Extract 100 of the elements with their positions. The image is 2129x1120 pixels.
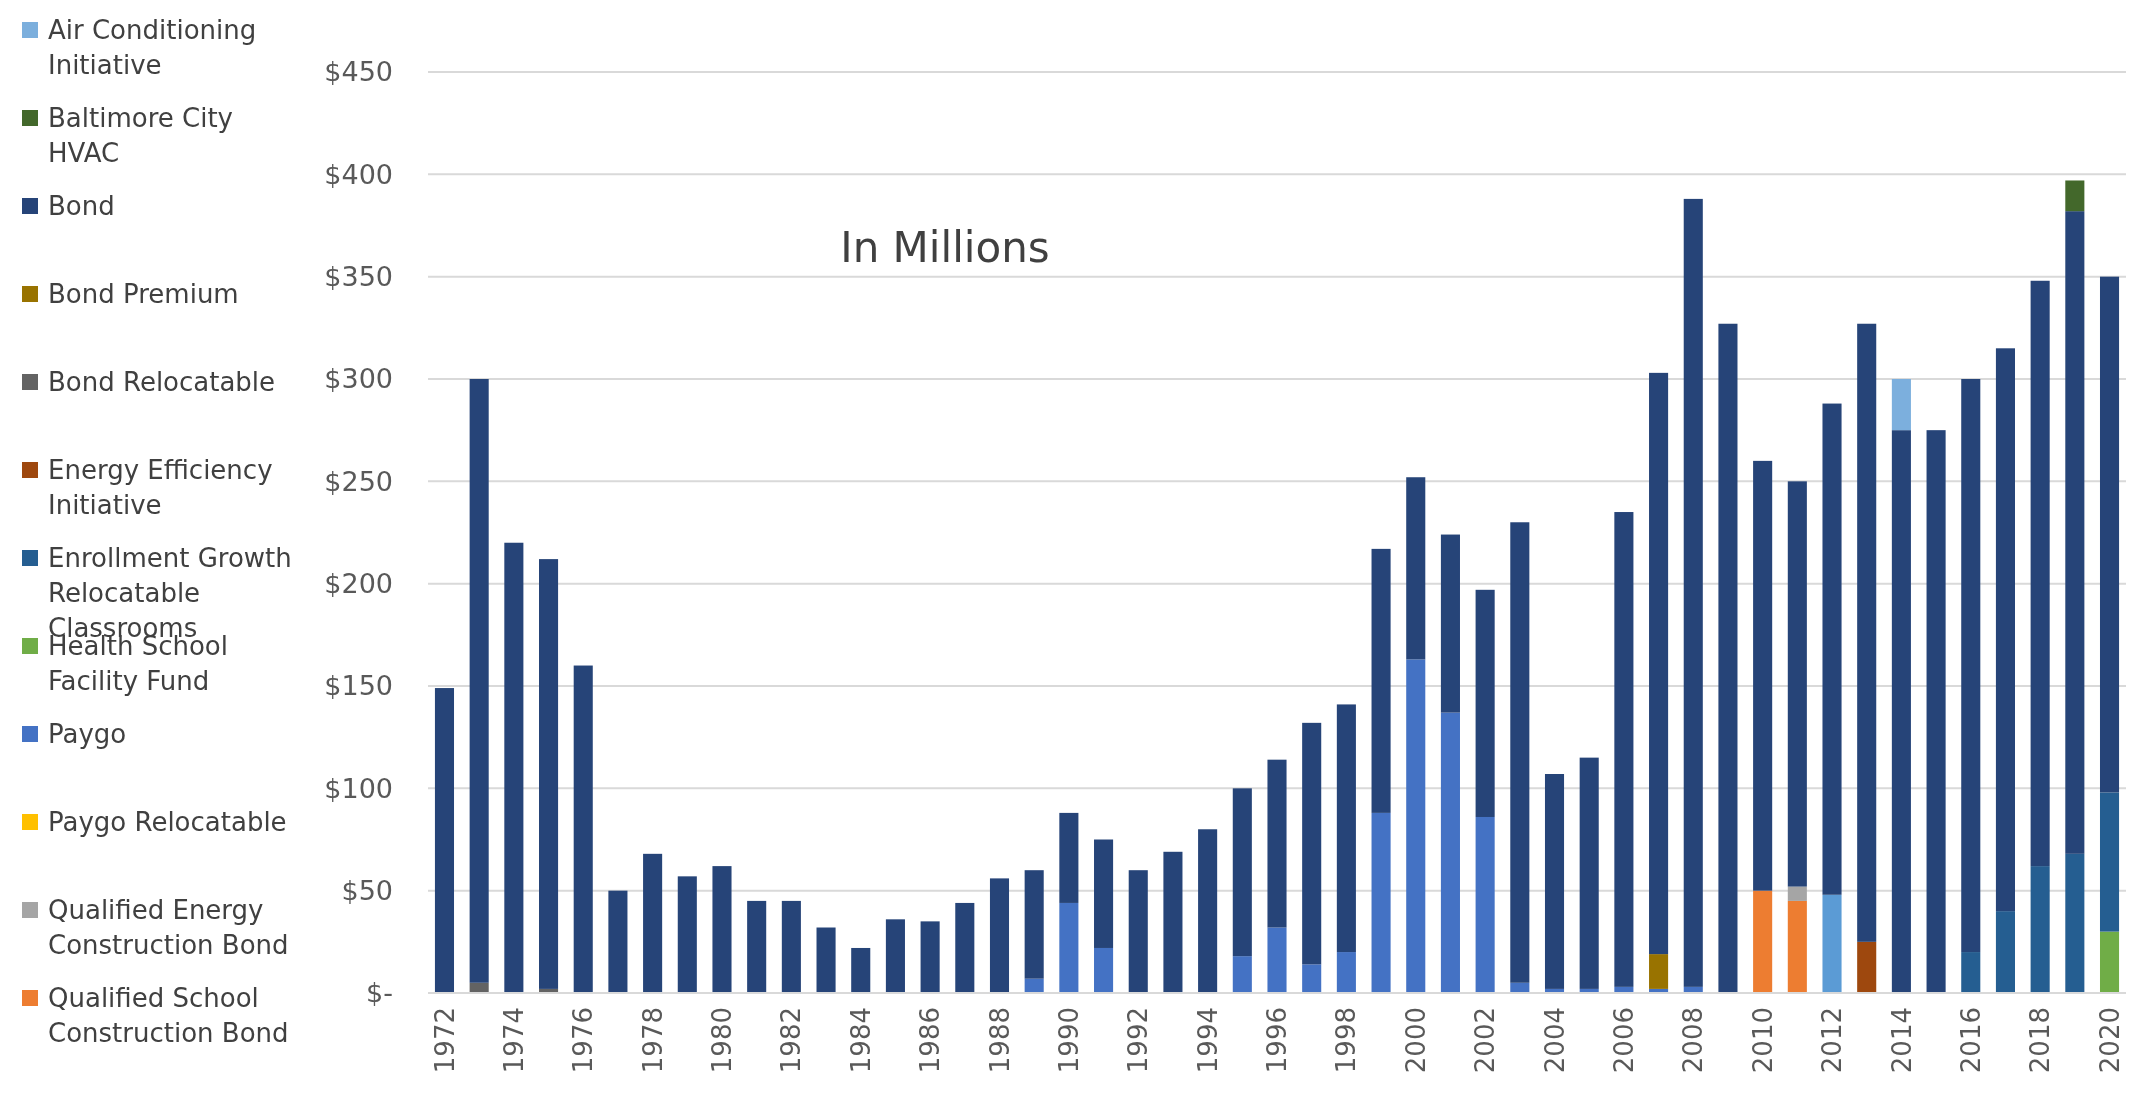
x-tick-label: 2016 [1955, 1007, 1986, 1074]
x-tick-label: 1982 [776, 1007, 807, 1074]
bar [1128, 870, 1148, 993]
bar [1094, 947, 1114, 993]
x-tick-label: 1978 [637, 1007, 668, 1074]
bar [2030, 866, 2050, 993]
bar [2030, 280, 2050, 867]
x-tick-label: 1986 [915, 1007, 946, 1074]
bar [1510, 522, 1530, 983]
bar [1961, 379, 1981, 953]
bar [1753, 460, 1773, 891]
bar [1857, 941, 1877, 993]
y-tick-label: $250 [324, 465, 393, 497]
x-tick-label: 1996 [1262, 1007, 1293, 1074]
legend-label: Air Conditioning Initiative [48, 15, 257, 81]
bar [1094, 839, 1114, 948]
bar [885, 919, 905, 993]
bar [1406, 659, 1426, 993]
x-tick-label: 1988 [984, 1007, 1015, 1074]
x-tick-label: 2004 [1539, 1007, 1570, 1074]
bar [1302, 964, 1322, 993]
y-tick-label: $150 [324, 670, 393, 702]
bar [1267, 759, 1287, 928]
bar [1961, 952, 1981, 993]
bar [781, 900, 801, 993]
bar [1440, 712, 1460, 993]
x-tick-label: 1974 [498, 1007, 529, 1074]
bar [1891, 430, 1911, 993]
bar [747, 900, 767, 993]
bar [1336, 952, 1356, 993]
bar [2065, 211, 2085, 854]
legend-label: Bond Relocatable [48, 367, 276, 398]
legend-label: Bond [48, 191, 115, 222]
bar [434, 688, 455, 993]
annotation: In Millions [840, 222, 1050, 272]
bar [1787, 481, 1807, 887]
bar [504, 542, 524, 993]
legend-label: Paygo [48, 719, 127, 750]
bar [1232, 788, 1252, 957]
bar [851, 947, 871, 993]
bar [1267, 927, 1287, 993]
bar [573, 665, 593, 993]
y-tick-label: $- [366, 977, 393, 1009]
bar [1371, 812, 1391, 993]
bar [1475, 589, 1495, 817]
x-tick-label: 2002 [1470, 1007, 1501, 1074]
bar [1544, 774, 1565, 989]
x-tick-label: 1994 [1192, 1007, 1223, 1074]
bar [1891, 379, 1911, 431]
bar [1440, 534, 1460, 713]
x-tick-label: 1972 [429, 1007, 460, 1074]
bar [1926, 430, 1946, 993]
bar [1787, 886, 1807, 901]
bar [1614, 512, 1634, 987]
y-tick-label: $300 [324, 363, 393, 395]
y-tick-label: $350 [324, 261, 393, 293]
bar [1995, 348, 2015, 912]
bar [1406, 477, 1426, 660]
y-tick-label: $200 [324, 568, 393, 600]
bar [2065, 853, 2085, 993]
x-tick-label: 2018 [2025, 1007, 2056, 1074]
bar [643, 853, 663, 993]
x-tick-label: 1984 [845, 1007, 876, 1074]
bar [955, 902, 975, 993]
y-tick-label: $400 [324, 158, 393, 190]
bar [1371, 548, 1391, 813]
bar [712, 866, 732, 993]
bar [1649, 372, 1669, 955]
legend-label: Energy Efficiency Initiative [48, 455, 273, 521]
x-tick-label: 1976 [568, 1007, 599, 1074]
x-tick-label: 1992 [1123, 1007, 1154, 1074]
bar [1857, 323, 1877, 942]
x-tick-label: 1998 [1331, 1007, 1362, 1074]
bar [920, 921, 940, 993]
bar [1683, 198, 1703, 987]
x-tick-label: 2012 [1817, 1007, 1848, 1074]
bar [1232, 956, 1252, 993]
bar [608, 890, 628, 993]
bar [677, 876, 697, 993]
bar [469, 379, 489, 983]
bar [2099, 276, 2120, 793]
legend-label: Qualified School Construction Bond [48, 983, 289, 1049]
x-tick-label: 2008 [1678, 1007, 1709, 1074]
y-tick-label: $50 [341, 875, 393, 907]
legend-label: Bond Premium [48, 279, 239, 310]
x-tick-label: 2006 [1608, 1007, 1639, 1074]
bar [1336, 704, 1356, 953]
bar [2099, 792, 2120, 932]
bar [1059, 902, 1079, 993]
bar [1995, 911, 2015, 993]
bar [1302, 722, 1322, 965]
x-tick-label: 2014 [1886, 1007, 1917, 1074]
x-tick-label: 1980 [707, 1007, 738, 1074]
bar [1198, 829, 1218, 993]
bar [1475, 816, 1495, 993]
bar [1059, 812, 1079, 903]
bar [1787, 900, 1807, 993]
bar [1822, 894, 1842, 993]
x-tick-label: 2000 [1400, 1007, 1431, 1074]
y-tick-label: $100 [324, 772, 393, 804]
